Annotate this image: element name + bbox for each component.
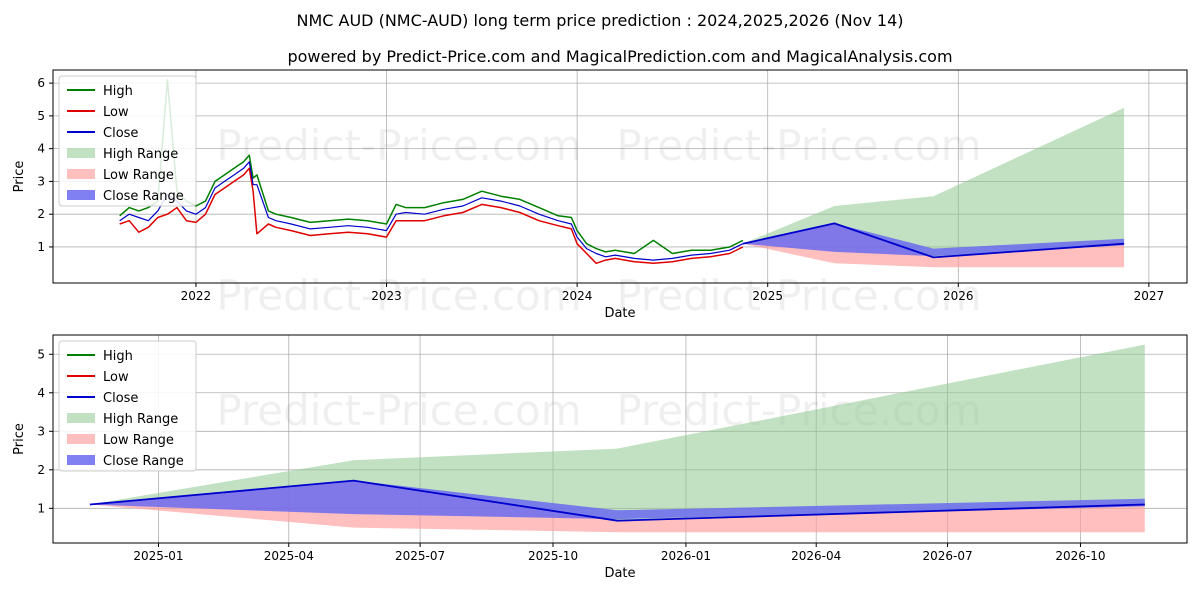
- top-panel: Predict-Price.com Predict-Price.com Predic…: [12, 69, 1188, 321]
- legend-swatch-high_range: [67, 148, 95, 158]
- legend-swatch-close_range: [67, 190, 95, 200]
- legend-label-low_range: Low Range: [103, 433, 174, 448]
- x-tick-label: 2024: [562, 289, 593, 303]
- x-tick-label: 2026-04: [791, 549, 841, 563]
- legend-swatch-low_range: [67, 434, 95, 444]
- plot-area: [119, 79, 1125, 268]
- axes-frame: [52, 69, 1188, 284]
- legend-label-high: High: [103, 349, 133, 364]
- high-range-area: [742, 107, 1125, 258]
- legend-label-close_range: Close Range: [103, 189, 184, 204]
- x-tick-label: 2026: [943, 289, 974, 303]
- chart-title: NMC AUD (NMC-AUD) long term price predic…: [296, 11, 903, 30]
- bottom-panel: Predict-Price.com Predict-Price.com2025-0…: [12, 334, 1188, 581]
- y-tick-label: 3: [37, 174, 45, 188]
- legend: High Low Close High Range Low Range Close Ran…: [58, 340, 197, 472]
- legend-label-low: Low: [103, 105, 129, 120]
- y-tick-label: 5: [37, 347, 45, 361]
- y-tick-label: 2: [37, 207, 45, 221]
- y-tick-label: 5: [37, 109, 45, 123]
- legend-label-high_range: High Range: [103, 412, 178, 427]
- x-tick-label: 2023: [371, 289, 402, 303]
- y-tick-label: 4: [37, 386, 45, 400]
- watermark-text: Predict-Price.com: [616, 271, 981, 320]
- low-series-line: [119, 167, 744, 265]
- y-tick-label: 1: [37, 240, 45, 254]
- watermark-text: Predict-Price.com: [216, 386, 581, 435]
- close-forecast-line: [742, 222, 1125, 259]
- y-axis-label: Price: [12, 423, 27, 455]
- x-tick-label: 2025: [752, 289, 783, 303]
- close-history-line: [119, 161, 744, 261]
- x-tick-label: 2026-10: [1055, 549, 1105, 563]
- x-tick-label: 2025-07: [395, 549, 445, 563]
- x-tick-label: 2025-01: [133, 549, 183, 563]
- legend: High Low Close High Range Low Range Close Ran…: [58, 75, 197, 207]
- x-tick-label: 2026-07: [922, 549, 972, 563]
- x-axis-label: Date: [604, 306, 635, 321]
- x-tick-label: 2022: [181, 289, 212, 303]
- legend-swatch-high_range: [67, 413, 95, 423]
- close-range-area: [89, 480, 1145, 520]
- high-range-area: [89, 344, 1145, 521]
- legend-swatch-close_range: [67, 455, 95, 465]
- legend-swatch-low_range: [67, 169, 95, 179]
- plot-area: [89, 344, 1145, 533]
- watermark-text: Predict-Price.com: [616, 121, 981, 170]
- x-tick-label: 2025-04: [264, 549, 314, 563]
- x-axis-label: Date: [604, 566, 635, 581]
- y-tick-label: 3: [37, 424, 45, 438]
- watermark-text: Predict-Price.com: [216, 121, 581, 170]
- y-axis-label: Price: [12, 161, 27, 193]
- y-tick-label: 6: [37, 76, 45, 90]
- close-forecast-line: [89, 479, 1145, 522]
- x-tick-label: 2027: [1134, 289, 1165, 303]
- close-range-area: [742, 223, 1125, 257]
- chart-subtitle: powered by Predict-Price.com and Magical…: [287, 47, 952, 66]
- legend-label-close: Close: [103, 126, 138, 141]
- watermark-text: Predict-Price.com: [216, 271, 581, 320]
- y-tick-label: 1: [37, 501, 45, 515]
- legend-label-low_range: Low Range: [103, 168, 174, 183]
- legend-label-close: Close: [103, 391, 138, 406]
- legend-label-low: Low: [103, 370, 129, 385]
- legend-label-close_range: Close Range: [103, 454, 184, 469]
- y-tick-label: 4: [37, 142, 45, 156]
- y-tick-label: 2: [37, 463, 45, 477]
- x-tick-label: 2026-01: [661, 549, 711, 563]
- axes-frame: [52, 334, 1188, 544]
- legend-label-high_range: High Range: [103, 147, 178, 162]
- legend-label-high: High: [103, 84, 133, 99]
- x-tick-label: 2025-10: [528, 549, 578, 563]
